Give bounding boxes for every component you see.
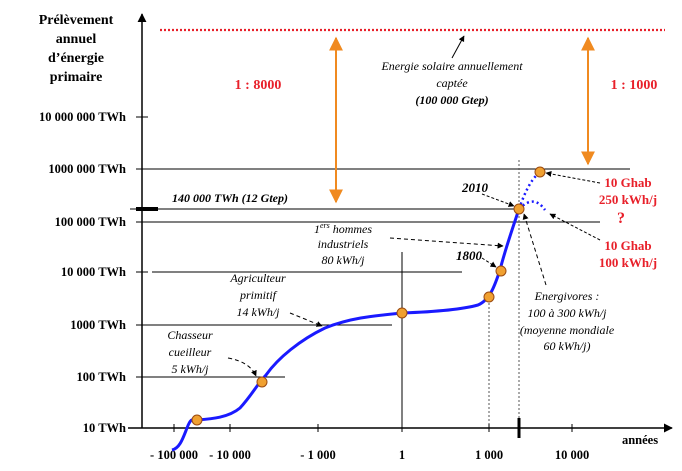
- arrow-2010: [481, 193, 515, 207]
- projection-low-line-2: 100 kWh/j: [599, 255, 657, 270]
- projection-low-line: [518, 200, 547, 211]
- arrow-1800: [481, 257, 497, 268]
- y-tick-marks: [136, 116, 148, 378]
- chasseur-line-3: 5 kWh/j: [172, 362, 210, 376]
- solar-label-line-2: captée: [436, 76, 468, 90]
- y-tick-label: 10 TWh: [83, 421, 126, 435]
- y-axis-title-line-1: Prélèvement: [39, 13, 114, 28]
- industriels-line-1: 1ers hommes: [314, 221, 372, 236]
- solar-label-arrow: [451, 35, 465, 59]
- energivores-line-4: 60 kWh/j): [544, 339, 591, 353]
- y-axis-title-line-2: annuel: [56, 32, 97, 47]
- energivores-line-1: Energivores :: [534, 289, 600, 303]
- agriculteur-line-2: primitif: [239, 288, 278, 302]
- data-point-year-1000: [483, 291, 495, 303]
- energivores-line-2: 100 à 300 kWh/j: [528, 306, 608, 320]
- agriculteur-line-3: 14 kWh/j: [237, 305, 281, 319]
- data-point-2010: [513, 203, 525, 215]
- x-tick-label: 1 000: [475, 448, 503, 462]
- x-tick-label: 10 000: [555, 448, 589, 462]
- y-tick-label: 1000 000 TWh: [48, 162, 126, 176]
- y-tick-label: 100 000 TWh: [55, 215, 126, 229]
- y-tick-label: 10 000 TWh: [61, 265, 126, 279]
- projection-high-line-1: 10 Ghab: [604, 175, 651, 190]
- x-axis-title: années: [622, 433, 658, 447]
- y-axis-title-line-4: primaire: [50, 70, 103, 85]
- data-point-chasseur: [256, 376, 268, 388]
- arrow-projection-low: [549, 213, 601, 241]
- x-tick-label: - 10 000: [209, 448, 251, 462]
- ratio-left-label: 1 : 8000: [235, 78, 282, 93]
- x-tick-label: - 1 000: [300, 448, 335, 462]
- ratio-right-label: 1 : 1000: [611, 78, 658, 93]
- data-point-projection-high: [534, 166, 546, 178]
- solar-label-line-1: Energie solaire annuellement: [380, 59, 523, 73]
- industriels-line-2: industriels: [318, 237, 369, 251]
- arrow-agriculteur: [289, 312, 323, 327]
- x-tick-marks: [173, 418, 573, 438]
- data-point-1800: [495, 265, 507, 277]
- chasseur-line-2: cueilleur: [169, 345, 212, 359]
- y-tick-label: 10 000 000 TWh: [39, 110, 126, 124]
- y-tick-label: 100 TWh: [77, 370, 126, 384]
- arrow-projection-high: [545, 171, 601, 184]
- label-2010: 2010: [461, 180, 489, 195]
- industriels-line-3: 80 kWh/j: [322, 253, 366, 267]
- current-level-label: 140 000 TWh (12 Gtep): [172, 191, 288, 205]
- chasseur-line-1: Chasseur: [167, 328, 213, 342]
- energivores-line-3: (moyenne mondiale: [520, 323, 615, 337]
- arrow-chasseur: [227, 357, 257, 377]
- projection-high-line-2: 250 kWh/j: [599, 192, 657, 207]
- x-tick-label: 1: [399, 448, 405, 462]
- y-axis-title-line-3: d’énergie: [48, 51, 104, 66]
- question-mark: ?: [617, 210, 625, 227]
- arrow-energivores: [522, 213, 547, 286]
- y-tick-label: 1000 TWh: [70, 318, 126, 332]
- data-point-chasseur-start: [191, 414, 203, 426]
- solar-label-line-3: (100 000 Gtep): [415, 93, 488, 107]
- x-tick-label: - 100 000: [150, 448, 198, 462]
- arrow-industriels: [389, 237, 504, 249]
- data-point-year-1: [396, 307, 408, 319]
- projection-low-line-1: 10 Ghab: [604, 238, 651, 253]
- label-1800: 1800: [456, 248, 483, 263]
- agriculteur-line-1: Agriculteur: [229, 271, 286, 285]
